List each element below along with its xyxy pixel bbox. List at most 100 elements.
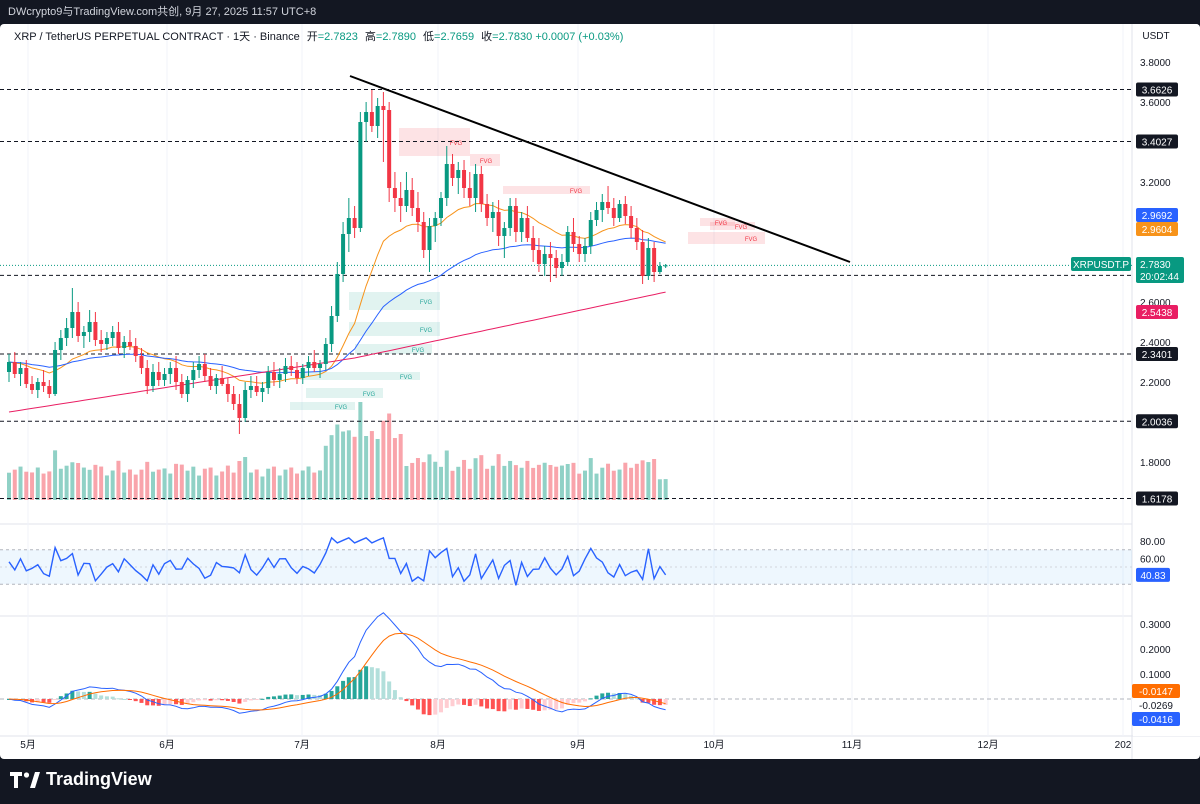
macd-histogram-bar [392,690,397,699]
fvg-bullish-zone [300,372,420,380]
macd-histogram-bar [283,694,288,699]
macd-histogram-bar [162,699,167,706]
ma-value-tag [1136,222,1178,236]
macd-line [8,612,666,714]
volume-bar [214,475,219,500]
volume-bar [335,424,340,500]
volume-bar [202,468,207,500]
volume-bar [392,438,397,500]
volume-bar [127,469,132,500]
ma-value-text: 2.9692 [1142,211,1173,222]
macd-histogram-bar [225,699,230,701]
chart-panel[interactable]: FVG FVG FVG FVG FVG FVG FVG FVG FVG FVG FVG FVG USD… [0,24,1200,759]
macd-histogram-bar [433,699,438,715]
candle-bearish [531,238,536,250]
volume-bar [47,471,52,500]
candle-bearish [398,198,403,206]
trendline [349,75,851,263]
macd-histogram-bar [577,699,582,703]
tradingview-logo[interactable]: TradingView [10,769,152,790]
candle-bearish [127,342,132,346]
descending-trendline [349,75,851,263]
candle-bullish [594,210,599,220]
candle-bullish [490,212,495,218]
volume-bar [318,470,323,500]
candle-bearish [179,382,184,394]
candle-bearish [525,218,530,238]
rsi-tick-label: 80.00 [1140,537,1165,548]
volume-bar [116,460,121,500]
macd-histogram-bar [231,699,236,703]
volume-bar [289,467,294,500]
volume-bar [81,467,86,500]
candle-bearish [237,404,242,418]
volume-bar [657,479,662,500]
volume-bar [352,436,357,500]
candle-bullish [456,170,461,178]
volume-bar [99,466,104,500]
candle-bullish [600,202,605,210]
time-axis-label: 202 [1115,740,1132,751]
macd-histogram-bar [58,696,63,699]
last-price-tag [1136,257,1184,283]
volume-bar [76,463,81,500]
symbol-legend[interactable]: XRP / TetherUS PERPETUAL CONTRACT · 1天 ·… [14,28,623,44]
candle-bullish [81,332,86,336]
candle-bearish [208,376,213,386]
macd-histogram-bar [110,696,115,699]
macd-histogram-bar [122,698,127,700]
candle-bullish [87,322,92,332]
macd-histogram-bar [295,695,299,699]
symbol-description[interactable]: XRP / TetherUS PERPETUAL CONTRACT · 1天 ·… [14,31,300,43]
volume-bars [7,402,668,500]
fvg-bearish-zone [470,154,500,166]
candle-bearish [41,382,46,386]
candle-bullish [583,246,587,254]
volume-bar [571,462,576,500]
volume-bar [404,466,409,500]
volume-bar [139,469,144,500]
volume-bar [243,457,248,500]
fvg-label: FVG [420,328,433,334]
macd-histogram-bar [208,699,213,701]
chart-svg[interactable]: FVG FVG FVG FVG FVG FVG FVG FVG FVG FVG FVG FVG USD… [0,24,1200,759]
macd-value-tag [1132,712,1180,726]
volume-bar [179,464,184,500]
macd-histogram-bar [381,671,386,699]
candle-bearish [450,164,455,178]
macd-histogram-bar [47,699,52,703]
volume-bar [554,466,559,500]
brand-bar: TradingView [0,759,1200,804]
fvg-label: FVG [363,392,376,398]
change-value: +0.0007 (+0.03%) [535,31,624,43]
candle-bullish [7,362,11,372]
rsi-line [8,536,667,586]
candle-bullish [646,248,651,276]
fvg-label: FVG [400,375,413,381]
candle-bearish [231,394,236,404]
macd-histogram-bar [640,699,645,703]
candle-bearish [12,362,17,374]
ma-value-text: 2.5438 [1142,308,1173,319]
macd-histogram-bar [623,693,628,699]
macd-pane [0,612,1132,716]
volume-bar [145,461,150,500]
volume-bar [87,469,92,500]
macd-histogram-bar [104,696,109,699]
candle-bullish [323,344,328,364]
macd-histogram-bar [594,695,599,699]
candle-bullish [433,218,438,226]
fvg-label: FVG [715,221,728,227]
candle-bearish [623,204,628,216]
volume-bar [364,436,369,500]
candle-bearish [225,384,230,394]
macd-histogram-bar [156,699,161,706]
macd-histogram-bar [185,699,190,704]
macd-histogram-bar [133,699,138,702]
level-price-text: 3.6626 [1142,85,1173,96]
candle-bullish [519,218,524,232]
volume-bar [41,473,46,500]
macd-histogram-bar [306,694,311,699]
candle-bullish [502,228,507,236]
last-price-text: 2.7830 [1140,260,1171,271]
